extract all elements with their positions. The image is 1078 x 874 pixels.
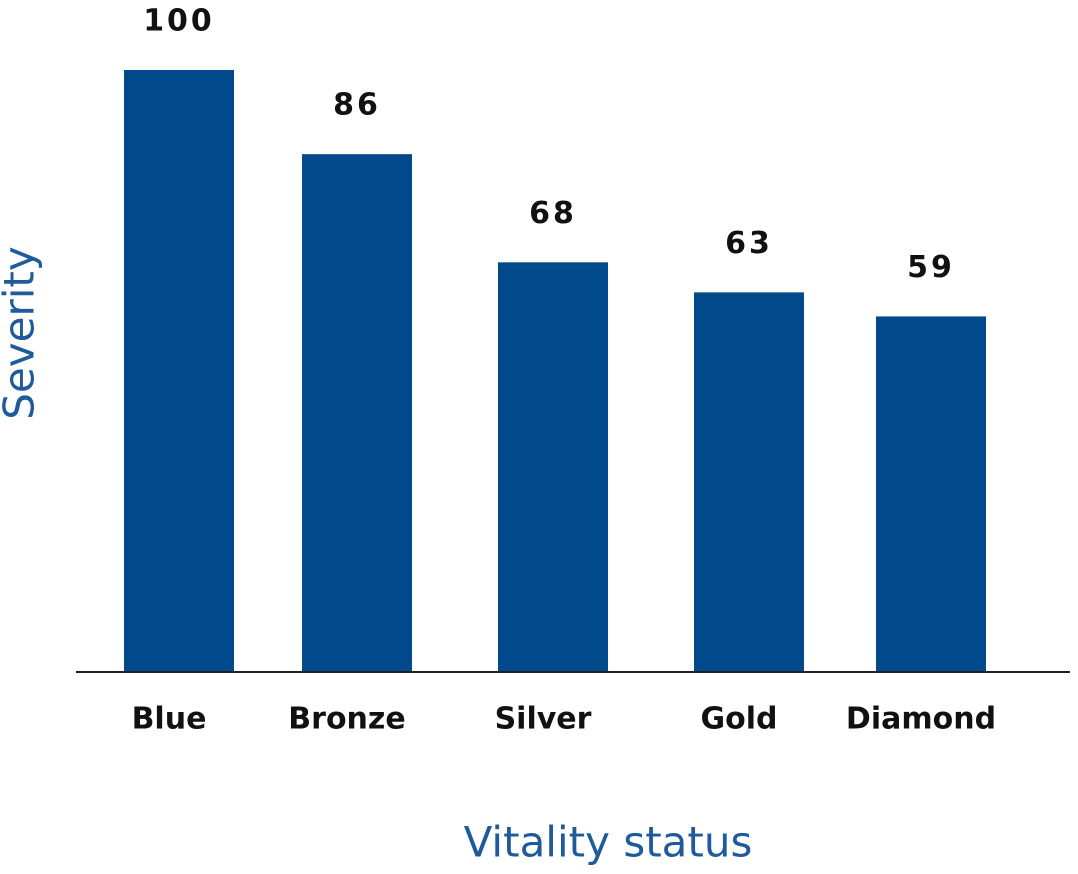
bar <box>124 70 234 671</box>
x-tick-label: Bronze <box>288 702 405 737</box>
x-tick-label: Gold <box>701 702 778 737</box>
y-axis-title: Severity <box>0 246 44 419</box>
value-label: 63 <box>725 226 773 261</box>
value-label: 59 <box>907 250 955 285</box>
bar <box>876 316 986 671</box>
bar <box>498 262 608 671</box>
bar <box>302 154 412 671</box>
x-tick-label: Blue <box>132 702 207 737</box>
value-label: 68 <box>529 196 577 231</box>
x-tick-label: Diamond <box>846 702 996 737</box>
bar <box>694 292 804 671</box>
value-label: 86 <box>333 88 381 123</box>
x-tick-label: Silver <box>495 702 592 737</box>
value-label: 100 <box>143 4 215 39</box>
x-axis-title: Vitality status <box>464 818 753 867</box>
